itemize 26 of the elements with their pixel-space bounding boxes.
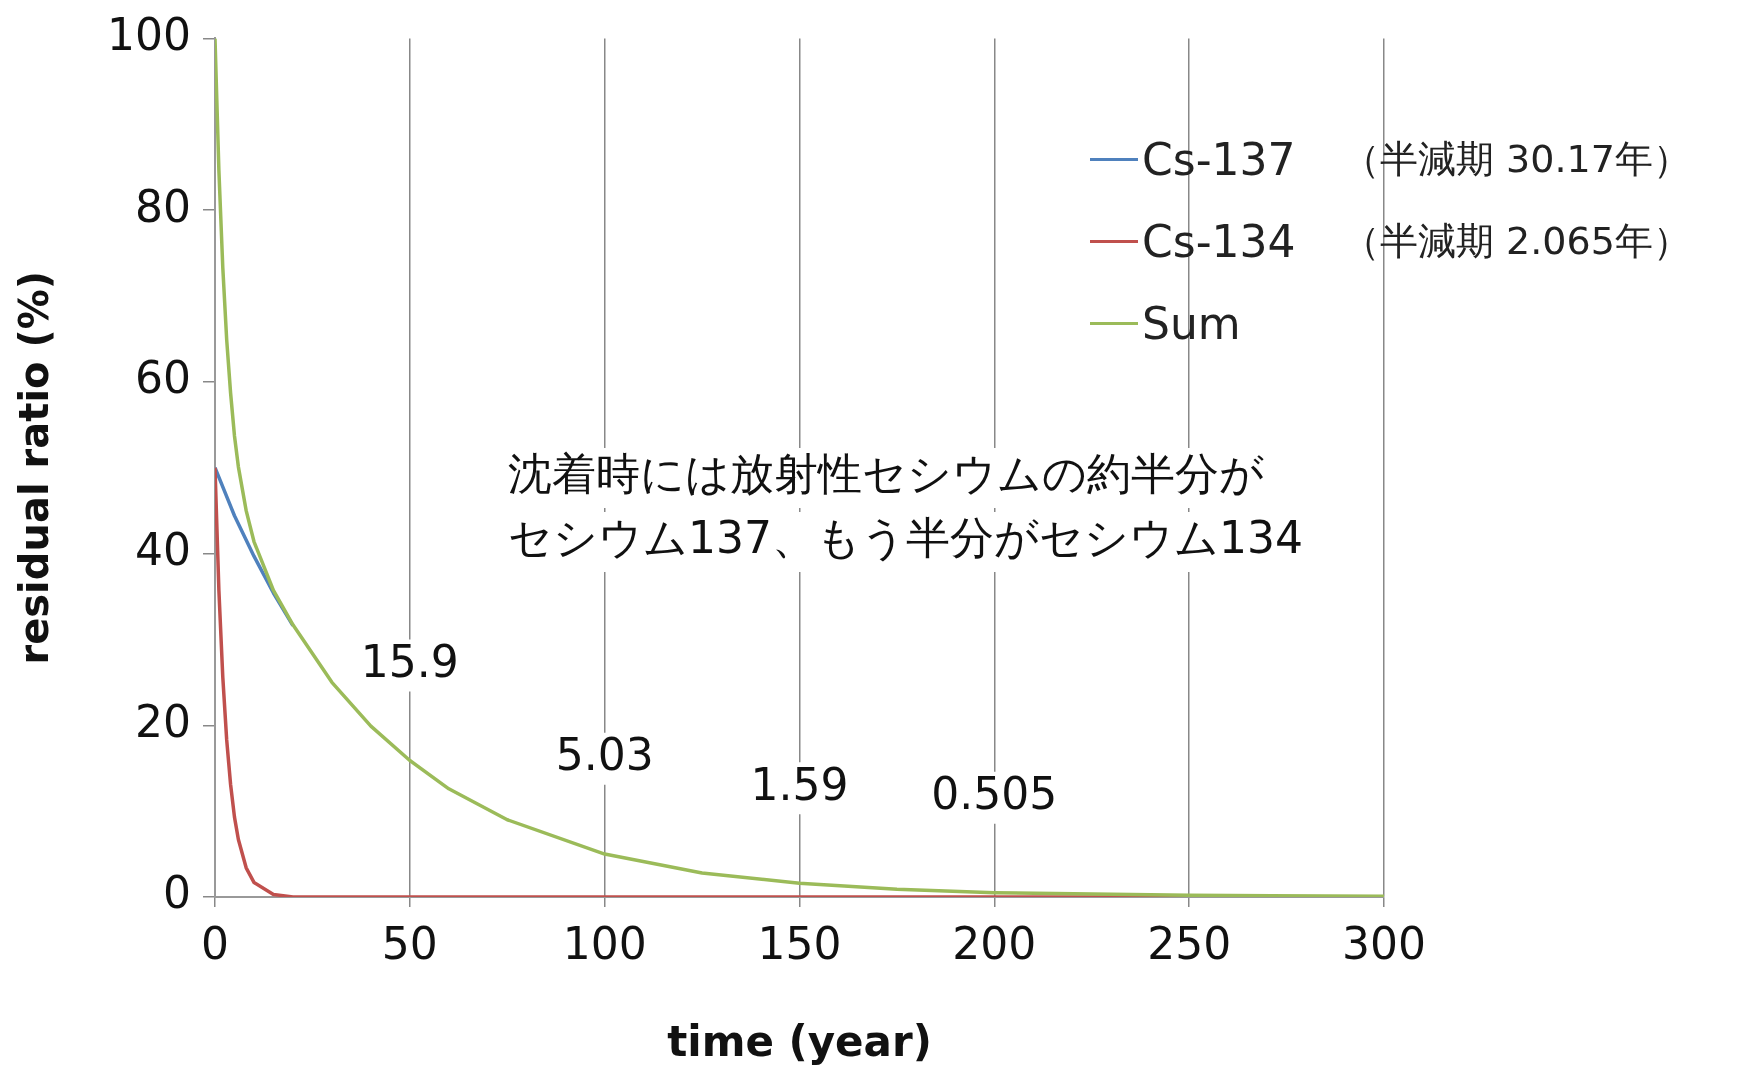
x-tick-label: 150 (757, 917, 842, 969)
x-axis-title: time (year) (667, 1016, 932, 1066)
legend-label: Cs-134 (1142, 215, 1297, 267)
x-tick-label: 50 (381, 917, 438, 969)
y-tick-label: 0 (163, 867, 191, 919)
legend-label: Sum (1142, 297, 1242, 349)
y-tick-label: 60 (135, 352, 191, 404)
y-tick-label: 100 (107, 8, 191, 60)
annotation: 0.505 (931, 768, 1058, 820)
y-tick-label: 40 (135, 524, 191, 575)
annotation: 15.9 (360, 635, 459, 687)
x-tick-label: 250 (1147, 917, 1232, 969)
annotation: セシウム137、もう半分がセシウム134 (508, 512, 1303, 564)
annotation: 沈着時には放射性セシウムの約半分が (508, 448, 1264, 500)
y-tick-label: 20 (135, 695, 191, 747)
annotation: 1.59 (750, 758, 849, 810)
x-tick-label: 0 (201, 917, 229, 969)
x-tick-label: 300 (1342, 917, 1426, 969)
annotation: （半減期 2.065年） (1342, 217, 1691, 265)
annotation: 5.03 (555, 729, 654, 781)
x-tick-label: 200 (952, 917, 1037, 969)
x-tick-label: 100 (562, 917, 647, 969)
legend-label: Cs-137 (1142, 133, 1297, 185)
y-axis-title: residual ratio (%) (11, 270, 58, 665)
y-tick-label: 80 (135, 180, 191, 232)
annotation: （半減期 30.17年） (1342, 135, 1691, 183)
